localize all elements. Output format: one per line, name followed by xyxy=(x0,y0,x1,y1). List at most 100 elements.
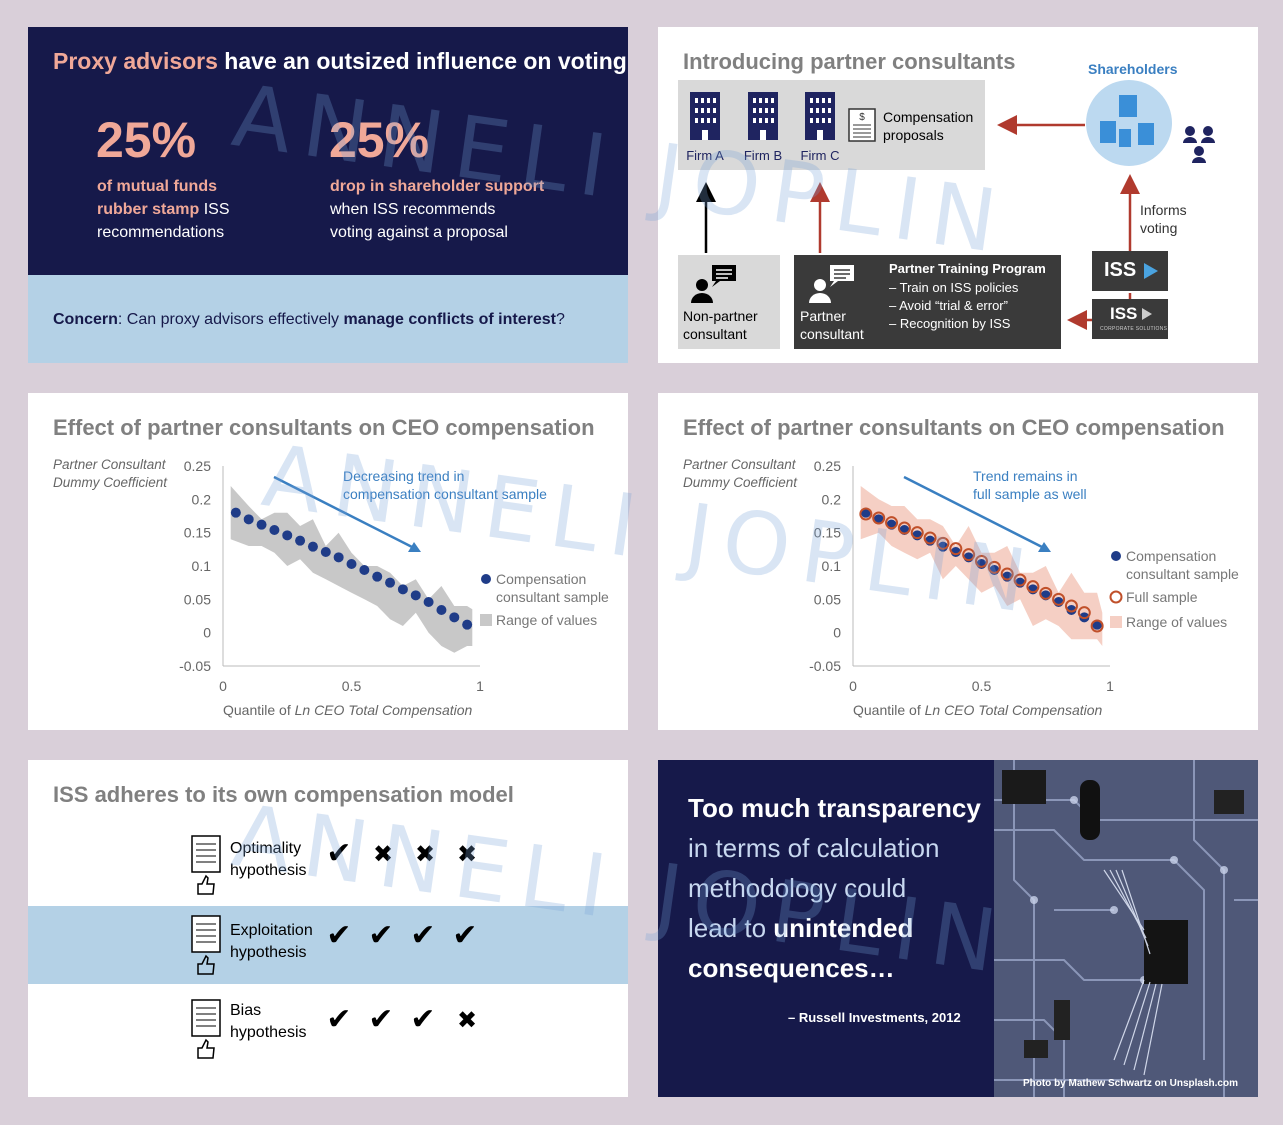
firm-label: Firm B xyxy=(743,148,783,163)
data-point xyxy=(449,612,460,623)
data-point xyxy=(1066,605,1077,615)
hypothesis-name: Exploitation hypothesis xyxy=(230,920,313,964)
data-point-hollow xyxy=(975,554,988,568)
data-point-hollow xyxy=(987,560,1001,574)
range-band xyxy=(230,486,473,653)
data-point-hollow xyxy=(949,542,963,556)
y-tick-label: 0.15 xyxy=(814,525,841,541)
data-point xyxy=(256,519,267,530)
play-arrow-icon xyxy=(1144,263,1158,279)
nonpartner-label: Non-partner consultant xyxy=(683,307,758,343)
x-axis-label-prefix: Quantile of xyxy=(223,702,295,718)
checklist-thumbs-up-icon xyxy=(191,915,221,975)
concern-label: Concern xyxy=(53,311,118,328)
proposals-line2: proposals xyxy=(883,127,944,143)
quote-line5: consequences… xyxy=(688,953,895,983)
iss-logo-text: ISS xyxy=(1104,259,1137,281)
compensation-model-panel: ISS adheres to its own compensation mode… xyxy=(28,760,628,1097)
hypothesis-name: Bias hypothesis xyxy=(230,1000,307,1044)
check-mark: ✔ xyxy=(326,1003,352,1036)
program-item: – Recognition by ISS xyxy=(889,316,1011,331)
data-point xyxy=(307,541,318,552)
quote-line1: Too much transparency xyxy=(688,793,981,823)
y-tick-label: 0.2 xyxy=(192,491,212,507)
hypothesis-line2: hypothesis xyxy=(230,1024,307,1041)
program-items: – Train on ISS policies – Avoid “trial &… xyxy=(889,279,1018,333)
legend-label: Range of values xyxy=(1126,614,1227,630)
nonpartner-line1: Non-partner xyxy=(683,308,758,324)
proxy-advisors-panel: Proxy advisors have an outsized influenc… xyxy=(28,27,628,363)
data-point-hollow xyxy=(885,516,899,530)
iss-logo: ISS xyxy=(1092,251,1168,291)
stat2-value: 25% xyxy=(329,112,430,168)
stat1-line3: recommendations xyxy=(97,224,225,241)
photo-credit: Photo by Mathew Schwartz on Unsplash.com xyxy=(1022,1078,1238,1089)
data-point xyxy=(359,565,370,575)
building-icon xyxy=(805,92,835,140)
legend-label: Compensation xyxy=(1126,548,1216,564)
data-point xyxy=(462,619,473,630)
legend-label: Range of values xyxy=(496,612,597,628)
stat2-line1: drop in shareholder support xyxy=(330,178,545,195)
concern-body: : Can proxy advisors effectively xyxy=(117,311,344,328)
cross-mark: ✖ xyxy=(414,841,436,868)
stat2-line2: when ISS recommends xyxy=(330,201,496,218)
nonpartner-box: Non-partner consultant xyxy=(678,255,780,349)
informs-line1: Informs xyxy=(1140,202,1187,218)
firm-label: Firm C xyxy=(800,148,840,163)
stat1-line2-highlight: rubber stamp xyxy=(97,201,200,218)
stat2-description: drop in shareholder support when ISS rec… xyxy=(330,175,544,244)
hypothesis-line1: Bias xyxy=(230,1002,262,1019)
x-axis-label-italic: Ln CEO Total Compensation xyxy=(925,702,1103,718)
stat1-description: of mutual funds rubber stamp ISS recomme… xyxy=(97,175,229,244)
quote-panel: Too much transparency in terms of calcul… xyxy=(658,760,1258,1097)
y-tick-label: 0.2 xyxy=(822,491,842,507)
consultant-icon xyxy=(809,265,854,303)
firm-b: Firm B xyxy=(738,90,788,163)
x-tick-label: 0 xyxy=(219,678,227,694)
concern-text: Concern: Can proxy advisors effectively … xyxy=(53,311,565,329)
data-point xyxy=(243,514,254,525)
annotation-text: full sample as well xyxy=(973,486,1087,502)
shareholders-label: Shareholders xyxy=(1088,61,1178,77)
circuit-board-image xyxy=(994,760,1258,1097)
y-tick-label: 0.1 xyxy=(192,558,212,574)
shareholders-icon xyxy=(1086,80,1215,166)
legend-marker xyxy=(1110,616,1122,628)
chart-title: Effect of partner consultants on CEO com… xyxy=(683,415,1225,440)
legend-marker xyxy=(1109,590,1123,604)
x-tick-label: 0 xyxy=(849,678,857,694)
firm-c: Firm C xyxy=(795,90,845,163)
firm-label: Firm A xyxy=(686,148,724,163)
y-tick-label: -0.05 xyxy=(809,658,841,674)
data-point xyxy=(397,584,408,595)
firm-a: Firm A xyxy=(680,90,730,163)
legend-label: Compensation xyxy=(496,571,586,587)
consultant-icon xyxy=(691,265,736,303)
proposals-label: Compensation proposals xyxy=(883,108,973,144)
y-tick-label: 0.15 xyxy=(184,525,211,541)
data-point-hollow xyxy=(923,531,937,545)
stat1-line2-rest: ISS xyxy=(199,201,230,218)
x-tick-label: 0.5 xyxy=(972,678,992,694)
y-tick-label: 0.1 xyxy=(822,558,842,574)
quote-line4-bold: unintended xyxy=(773,913,914,943)
hypothesis-row-optimality: Optimality hypothesis ✔ ✖ ✖ ✖ xyxy=(28,828,628,906)
legend-label: consultant sample xyxy=(496,589,609,605)
stat1-value: 25% xyxy=(96,112,197,168)
check-mark: ✔ xyxy=(368,1003,394,1036)
check-mark: ✔ xyxy=(326,919,352,952)
concern-bold: manage conflicts of interest xyxy=(343,311,556,328)
informs-line2: voting xyxy=(1140,220,1178,236)
legend-label: Full sample xyxy=(1126,589,1198,605)
quote-attribution: – Russell Investments, 2012 xyxy=(788,1010,961,1025)
data-point-hollow xyxy=(1039,586,1053,600)
legend-label: consultant sample xyxy=(1126,566,1239,582)
proposals-line1: Compensation xyxy=(883,109,974,125)
data-point-hollow xyxy=(1064,599,1078,613)
data-point xyxy=(372,571,383,582)
program-item: – Train on ISS policies xyxy=(889,280,1019,295)
checklist-thumbs-up-icon xyxy=(191,835,221,895)
annotation-text: Decreasing trend in xyxy=(343,468,464,484)
y-tick-label: 0.05 xyxy=(184,591,211,607)
